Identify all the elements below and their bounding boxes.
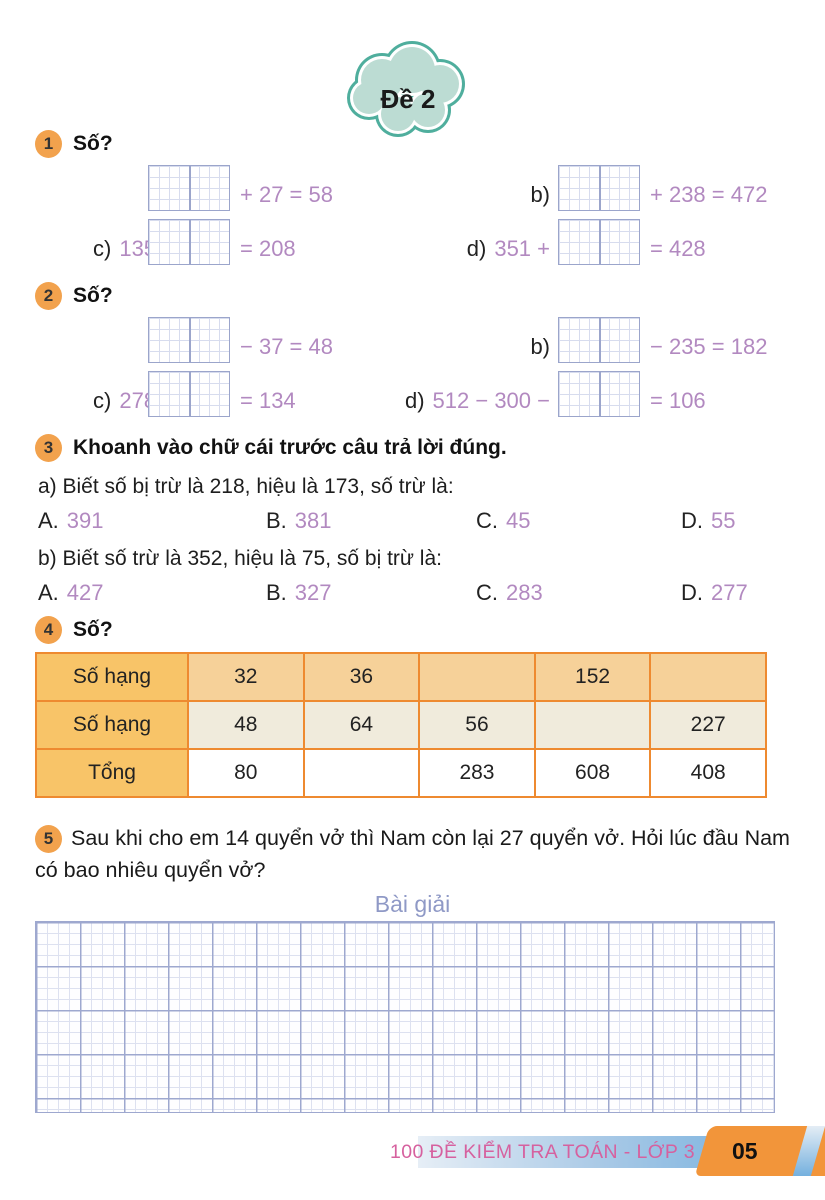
table-cell: 36 (302, 652, 421, 702)
equation-1b: b) + 238 = 472 (435, 164, 790, 216)
question-3a-prompt: a) Biết số bị trừ là 218, hiệu là 173, s… (38, 475, 454, 498)
footer-page-tab: 05 (694, 1126, 825, 1176)
option-d[interactable]: D. 55 (681, 508, 736, 533)
answer-box[interactable] (558, 219, 640, 265)
question-3b-prompt: b) Biết số trừ là 352, hiệu là 75, số bị… (38, 547, 442, 570)
question-5-number-badge: 5 (35, 825, 62, 853)
page-title: Đề 2 (381, 84, 436, 114)
question-5-text: Sau khi cho em 14 quyển vở thì Nam còn l… (35, 826, 790, 883)
equation-1d: d) 351 + = 428 (435, 218, 790, 270)
test-title-cloud: Đề 2 (347, 41, 465, 137)
equation-label: b) (530, 182, 550, 207)
equation-post-text: = 428 (650, 236, 706, 261)
cloud-fill (353, 47, 459, 131)
option-b[interactable]: B. 327 (266, 580, 332, 605)
equation-post-text: + 27 = 58 (240, 182, 333, 207)
question-4: 4 Số? Số hạng 32 36 152 Số hạng 48 64 56 (35, 616, 790, 798)
answer-box[interactable] (558, 371, 640, 417)
table-row: Tổng 80 283 608 408 (35, 748, 767, 798)
question-1-heading: 1 Số? (35, 130, 790, 158)
question-3a-options: A. 391 B. 381 C. 45 D. 55 (35, 508, 790, 534)
option-d[interactable]: D. 277 (681, 580, 748, 605)
equation-post-text: = 106 (650, 388, 706, 413)
equation-label: d) (466, 236, 487, 261)
table-cell-empty[interactable] (418, 652, 536, 702)
equation-post-text: − 37 = 48 (240, 334, 333, 359)
option-c[interactable]: C. 45 (476, 508, 531, 533)
solution-writing-grid[interactable] (35, 920, 775, 1113)
answer-box[interactable] (148, 371, 230, 417)
question-1-equations: a) + 27 = 58 b) + 238 = 472 c)135 + = 20… (35, 164, 790, 270)
equation-post-text: − 235 = 182 (650, 334, 768, 359)
table-cell-empty[interactable] (302, 748, 421, 798)
question-1-number-badge: 1 (35, 130, 62, 158)
page-number: 05 (732, 1138, 758, 1164)
table-cell: 32 (187, 652, 305, 702)
table-cell: 408 (649, 748, 767, 798)
equation-2c: c)278 − = 134 (35, 370, 435, 422)
equation-2d: d) 512 − 300 − = 106 (405, 370, 790, 422)
equation-label: d) (404, 388, 425, 413)
equation-1a: a) + 27 = 58 (35, 164, 435, 216)
option-a[interactable]: A. 391 (38, 508, 104, 533)
table-cell: 64 (302, 700, 421, 750)
table-cell-empty[interactable] (649, 652, 767, 702)
table-cell: 56 (418, 700, 536, 750)
question-4-heading: 4 Số? (35, 616, 790, 644)
option-b[interactable]: B. 381 (266, 508, 332, 533)
answer-box[interactable] (558, 317, 640, 363)
equation-2a: a) − 37 = 48 (35, 316, 435, 368)
footer-tab-stripe (792, 1126, 825, 1176)
table-cell: 283 (418, 748, 536, 798)
row-header: Số hạng (35, 700, 189, 750)
answer-box[interactable] (148, 317, 230, 363)
equation-pre-text: 512 − 300 − (432, 388, 550, 413)
table-row: Số hạng 32 36 152 (35, 652, 767, 702)
question-3-heading: 3 Khoanh vào chữ cái trước câu trả lời đ… (35, 434, 790, 462)
question-2-heading: 2 Số? (35, 282, 790, 310)
question-3b-options: A. 427 B. 327 C. 283 D. 277 (35, 580, 790, 606)
question-3-number-badge: 3 (35, 434, 62, 462)
question-1-title: Số? (73, 132, 113, 155)
row-header: Tổng (35, 748, 189, 798)
equation-1c: c)135 + = 208 (35, 218, 435, 270)
question-2-number-badge: 2 (35, 282, 62, 310)
table-cell: 227 (649, 700, 767, 750)
row-header: Số hạng (35, 652, 189, 702)
equation-label: c) (93, 388, 112, 413)
equation-2b: b) − 235 = 182 (435, 316, 790, 368)
option-c[interactable]: C. 283 (476, 580, 543, 605)
footer-series-title: 100 ĐỀ KIỂM TRA TOÁN - LỚP 3 (389, 1141, 695, 1163)
question-5: 5 Sau khi cho em 14 quyển vở thì Nam còn… (35, 822, 790, 1113)
question-4-title: Số? (73, 618, 113, 641)
table-row: Số hạng 48 64 56 227 (35, 700, 767, 750)
addends-sum-table: Số hạng 32 36 152 Số hạng 48 64 56 227 T… (35, 652, 767, 798)
question-3-title: Khoanh vào chữ cái trước câu trả lời đún… (73, 436, 507, 459)
question-2-title: Số? (73, 284, 113, 307)
equation-post-text: + 238 = 472 (650, 182, 768, 207)
equation-post-text: = 208 (240, 236, 296, 261)
answer-box[interactable] (148, 219, 230, 265)
table-cell: 80 (187, 748, 305, 798)
equation-pre-text: 351 + (494, 236, 550, 261)
answer-box[interactable] (558, 165, 640, 211)
question-3: 3 Khoanh vào chữ cái trước câu trả lời đ… (35, 434, 790, 606)
question-2-equations: a) − 37 = 48 b) − 235 = 182 c)278 − = 13… (35, 316, 790, 422)
equation-post-text: = 134 (240, 388, 296, 413)
equation-label: b) (530, 334, 550, 359)
table-cell: 152 (533, 652, 652, 702)
table-cell-empty[interactable] (533, 700, 652, 750)
equation-label: c) (93, 236, 112, 261)
table-cell: 608 (533, 748, 652, 798)
table-cell: 48 (187, 700, 305, 750)
answer-box[interactable] (148, 165, 230, 211)
question-4-number-badge: 4 (35, 616, 62, 644)
solution-heading: Bài giải (374, 890, 451, 917)
option-a[interactable]: A. 427 (38, 580, 104, 605)
